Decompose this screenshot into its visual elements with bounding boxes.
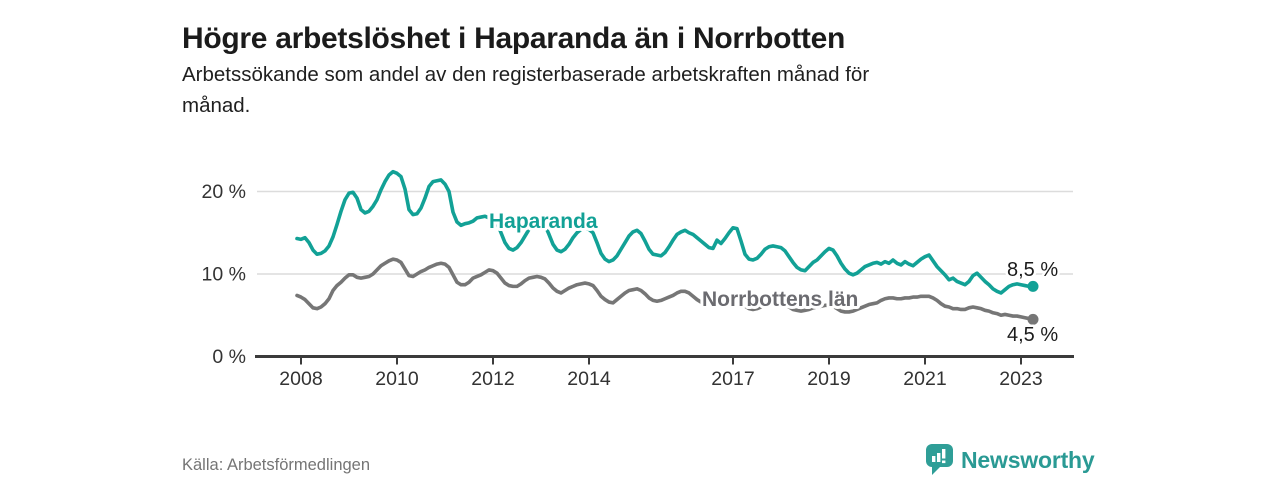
end-dot-norrbotten <box>1027 313 1039 325</box>
x-tick-label: 2017 <box>711 368 754 390</box>
end-value-label-haparanda: 8,5 % <box>1007 259 1058 281</box>
x-tick-label: 2010 <box>375 368 419 390</box>
x-tick-label: 2023 <box>999 368 1042 390</box>
gridlines <box>257 190 1073 275</box>
end-value-label-norrbotten: 4,5 % <box>1007 324 1058 346</box>
chart-subtitle: Arbetssökande som andel av den registerb… <box>182 59 869 121</box>
x-tick-label: 2021 <box>903 368 946 390</box>
y-tick-label: 20 % <box>202 181 246 203</box>
page-title: Högre arbetslöshet i Haparanda än i Norr… <box>182 22 845 56</box>
unemployment-line-chart: 0 % 10 % 20 % 2008 2010 2012 2014 2017 2019 2021 2… <box>202 169 1074 390</box>
end-dot-haparanda <box>1027 280 1039 292</box>
x-tick-label: 2014 <box>567 368 611 390</box>
x-tick-label: 2019 <box>807 368 850 390</box>
series-lines <box>295 169 1039 325</box>
y-tick-label: 0 % <box>212 346 246 368</box>
newsworthy-brand[interactable]: Newsworthy <box>926 444 1095 476</box>
subtitle-line-1: Arbetssökande som andel av den registerb… <box>182 63 870 86</box>
line-norrbotten <box>295 257 1035 322</box>
series-label-haparanda: Haparanda <box>489 210 598 233</box>
newsworthy-brand-text: Newsworthy <box>961 446 1095 473</box>
newsworthy-logo-icon <box>926 444 953 475</box>
line-haparanda <box>295 169 1035 295</box>
axis-labels: 0 % 10 % 20 % 2008 2010 2012 2014 2017 2019 2021 2… <box>202 181 1043 390</box>
x-tick-label: 2012 <box>471 368 514 390</box>
source-attribution: Källa: Arbetsförmedlingen <box>182 456 371 474</box>
y-tick-label: 10 % <box>202 264 246 286</box>
subtitle-line-2: månad. <box>182 94 251 117</box>
series-label-norrbotten: Norrbottens län <box>702 288 858 311</box>
axis-ticks <box>300 358 1022 365</box>
x-tick-label: 2008 <box>279 368 322 390</box>
